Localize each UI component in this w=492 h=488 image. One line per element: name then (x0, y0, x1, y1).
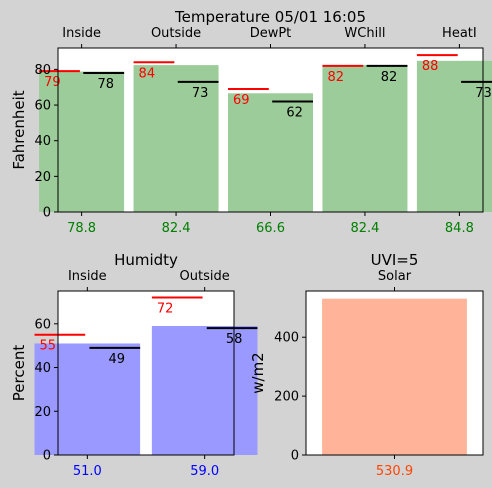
low-label: 73 (192, 86, 209, 101)
value-label: 82.4 (162, 221, 191, 236)
value-label: 82.4 (350, 221, 379, 236)
y-tick-label: 60 (34, 99, 51, 114)
y-tick-label: 400 (274, 331, 299, 346)
y-axis-label: w/m2 (249, 352, 267, 393)
plot-frame (57, 290, 235, 456)
y-tick-label: 0 (43, 449, 51, 464)
y-tick-label: 0 (43, 206, 51, 221)
high-label: 88 (422, 59, 439, 74)
category-label: Inside (68, 269, 107, 284)
category-label: Outside (180, 269, 230, 284)
high-label: 82 (327, 70, 344, 85)
bar (39, 71, 125, 213)
chart-title: UVI=5 (371, 251, 419, 269)
y-tick-label: 60 (34, 317, 51, 332)
value-label: 84.8 (445, 221, 474, 236)
y-tick-label: 80 (34, 63, 51, 78)
chart-panel-2: 0 200 400 Solar 530.9 UVI=5 w/m2 (249, 251, 484, 479)
chart-title: Humidty (114, 251, 178, 269)
bar (322, 65, 408, 213)
high-label: 69 (233, 93, 250, 108)
y-tick-label: 0 (291, 449, 299, 464)
y-tick-label: 40 (34, 134, 51, 149)
low-label: 78 (97, 77, 114, 92)
category-label: Solar (378, 269, 412, 284)
bar (133, 65, 219, 213)
bar (416, 60, 492, 213)
chart-title: Temperature 05/01 16:05 (174, 8, 366, 26)
bar (228, 93, 313, 212)
y-axis-label: Percent (10, 345, 28, 402)
value-label: 530.9 (376, 464, 413, 479)
low-label: 62 (286, 105, 303, 120)
value-label: 51.0 (73, 464, 102, 479)
value-label: 66.6 (256, 221, 285, 236)
value-label: 59.0 (190, 464, 219, 479)
y-tick-label: 20 (34, 405, 51, 420)
bar (322, 298, 467, 455)
bar (34, 343, 141, 455)
y-tick-label: 20 (34, 170, 51, 185)
y-tick-label: 40 (34, 361, 51, 376)
high-label: 79 (44, 75, 61, 90)
high-label: 72 (157, 302, 174, 317)
low-label: 49 (109, 352, 126, 367)
category-label: Outside (151, 26, 201, 41)
high-label: 84 (139, 66, 156, 81)
low-label: 82 (381, 70, 398, 85)
category-label: Inside (62, 26, 101, 41)
value-label: 78.8 (67, 221, 96, 236)
category-label: WChill (344, 26, 385, 41)
high-label: 55 (40, 339, 57, 354)
y-axis-label: Fahrenheit (10, 90, 28, 169)
y-tick-label: 200 (274, 390, 299, 405)
bar (151, 325, 258, 455)
category-label: DewPt (250, 26, 292, 41)
category-label: HeatI (442, 26, 477, 41)
